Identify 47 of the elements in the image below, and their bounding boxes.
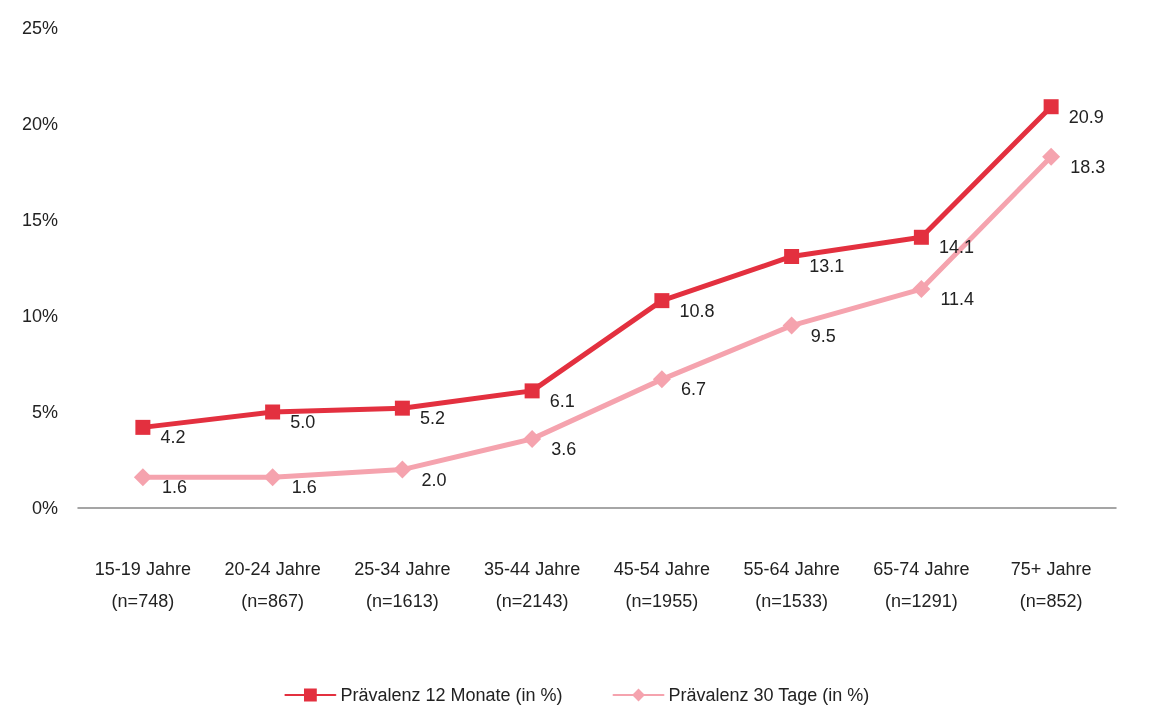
data-label: 20.9	[1068, 106, 1104, 127]
data-label: 5.2	[419, 408, 445, 429]
y-tick-label: 20%	[21, 114, 58, 134]
data-label: 5.0	[290, 412, 316, 432]
data-label: 3.6	[551, 438, 577, 459]
point	[912, 280, 931, 299]
point	[133, 468, 152, 487]
y-tick-label: 15%	[21, 210, 58, 230]
x-tick-label: 65-74 Jahre (n=1291)	[873, 559, 970, 611]
point	[784, 248, 800, 264]
point	[782, 316, 801, 335]
point	[265, 404, 281, 420]
point	[394, 400, 410, 416]
y-tick-label: 5%	[31, 402, 58, 422]
data-label: 10.8	[679, 300, 715, 321]
x-tick-label: 35-44 Jahre (n=2143)	[484, 559, 581, 611]
point	[652, 370, 671, 389]
point	[523, 429, 542, 448]
x-tick-label: 45-54 Jahre (n=1955)	[613, 559, 710, 611]
y-tick-label: 0%	[31, 498, 58, 518]
point	[1043, 99, 1059, 115]
point	[913, 229, 929, 245]
data-label: 11.4	[940, 289, 975, 310]
point	[1042, 147, 1061, 166]
legend-label: Prävalenz 30 Tage (in %)	[668, 685, 870, 705]
y-tick-label: 25%	[21, 18, 58, 38]
point	[135, 419, 151, 435]
x-tick-label: 75+ Jahre (n=852)	[1010, 559, 1092, 611]
y-tick-label: 10%	[21, 306, 58, 326]
x-tick-label: 15-19 Jahre (n=748)	[94, 559, 191, 611]
data-label: 18.3	[1070, 156, 1106, 177]
data-label: 6.7	[680, 379, 706, 400]
point	[393, 460, 412, 479]
data-label: 13.1	[809, 256, 845, 277]
data-label: 1.6	[161, 477, 187, 498]
point	[524, 383, 540, 399]
x-tick-label: 25-34 Jahre (n=1613)	[354, 559, 451, 611]
point	[654, 293, 670, 309]
data-label: 6.1	[549, 390, 575, 411]
data-label: 1.6	[291, 477, 317, 498]
data-label: 9.5	[810, 325, 836, 346]
x-tick-label: 20-24 Jahre (n=867)	[224, 559, 321, 611]
data-label: 2.0	[421, 469, 447, 490]
data-label: 14.1	[938, 237, 974, 258]
x-tick-label: 55-64 Jahre (n=1533)	[743, 559, 840, 611]
data-label: 4.2	[160, 427, 186, 448]
legend-label: Prävalenz 12 Monate (in %)	[340, 685, 563, 705]
